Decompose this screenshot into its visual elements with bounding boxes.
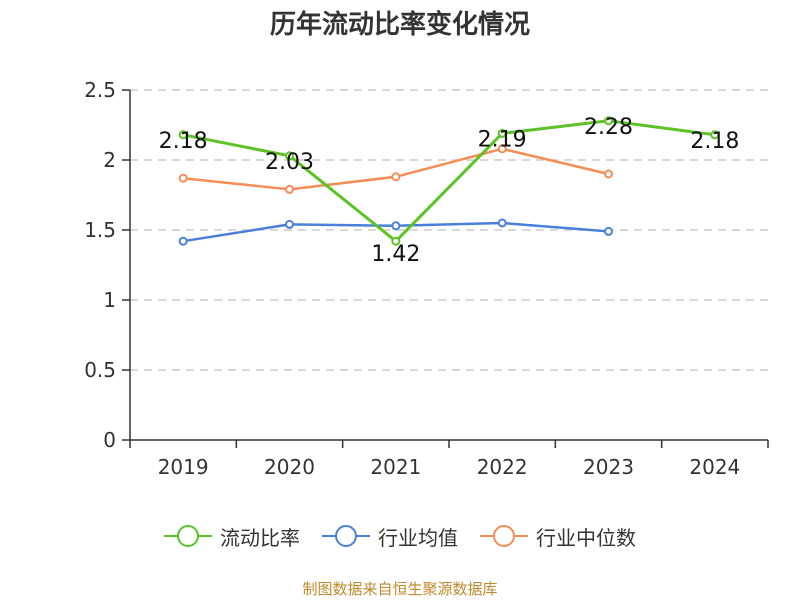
data-point[interactable] <box>391 236 401 246</box>
data-point[interactable] <box>497 128 507 138</box>
x-tick-label: 2023 <box>583 455 634 479</box>
data-point[interactable] <box>285 184 294 194</box>
data-point[interactable] <box>285 151 294 161</box>
legend-label: 行业中位数 <box>536 525 636 550</box>
x-tick-label: 2021 <box>370 455 421 479</box>
data-point[interactable] <box>391 172 401 182</box>
y-tick-label: 2.5 <box>84 78 116 102</box>
data-source-note: 制图数据来自恒生聚源数据库 <box>302 580 498 598</box>
data-point[interactable] <box>178 236 188 246</box>
data-label: 2.03 <box>265 150 314 175</box>
data-point[interactable] <box>604 169 613 179</box>
data-label: 2.28 <box>584 115 633 140</box>
legend-item-industry-median[interactable]: 行业中位数 <box>480 522 636 551</box>
x-tick-label: 2019 <box>158 455 209 479</box>
series-line-0 <box>181 119 717 243</box>
x-tick-label: 2020 <box>264 455 315 479</box>
data-point[interactable] <box>285 219 294 229</box>
data-label: 2.19 <box>478 127 527 152</box>
data-point[interactable] <box>497 144 507 154</box>
legend-label: 行业均值 <box>378 525 458 550</box>
y-tick-label: 0 <box>103 428 116 452</box>
data-point[interactable] <box>391 221 401 231</box>
data-point[interactable] <box>178 173 188 183</box>
legend-item-current-ratio[interactable]: 流动比率 <box>164 522 300 551</box>
data-point[interactable] <box>178 130 188 140</box>
data-point[interactable] <box>497 218 507 228</box>
legend-label: 流动比率 <box>220 525 300 550</box>
legend-line-icon <box>322 524 370 548</box>
data-point[interactable] <box>710 130 720 140</box>
legend-item-industry-mean[interactable]: 行业均值 <box>322 522 458 551</box>
y-tick-label: 1 <box>103 288 116 312</box>
data-label: 1.42 <box>371 242 420 267</box>
data-label: 2.18 <box>159 129 208 154</box>
y-tick-label: 2 <box>103 148 116 172</box>
chart-legend: 流动比率 行业均值 行业中位数 <box>0 518 800 554</box>
x-tick-label: 2022 <box>477 455 528 479</box>
chart-title: 历年流动比率变化情况 <box>269 10 530 40</box>
legend-line-icon <box>480 524 528 548</box>
legend-line-icon <box>164 524 212 548</box>
series-line-2 <box>181 147 610 191</box>
data-label: 2.18 <box>690 129 739 154</box>
y-tick-label: 1.5 <box>84 218 116 242</box>
data-point[interactable] <box>604 226 613 236</box>
x-tick-label: 2024 <box>689 455 740 479</box>
data-point[interactable] <box>604 116 613 126</box>
y-tick-label: 0.5 <box>84 358 116 382</box>
